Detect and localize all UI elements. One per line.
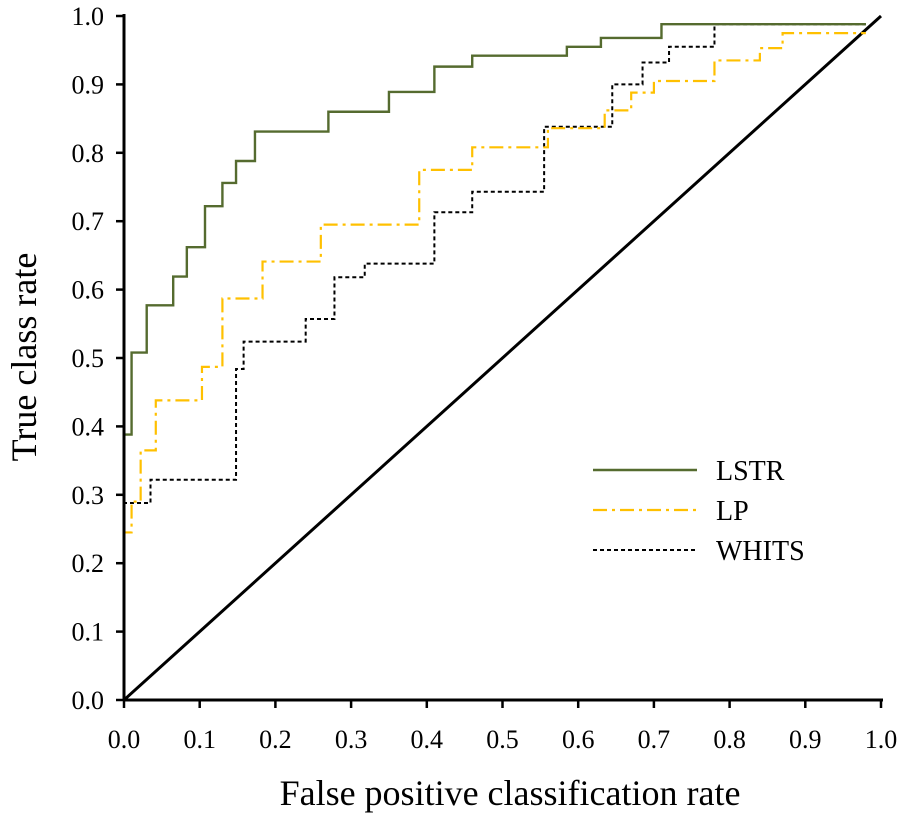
plot-area [122, 14, 883, 702]
chance-diagonal-line [122, 14, 883, 702]
y-tick-label: 0.3 [72, 481, 105, 510]
y-tick-label: 1.0 [72, 2, 105, 31]
y-tick-label: 0.5 [72, 344, 105, 373]
y-tick-label: 0.0 [72, 686, 105, 715]
ticks: 0.0 0.1 0.2 0.3 0.4 0.5 0.6 0.7 0.8 0.9 1.0 0.0 0.1 0… [72, 2, 898, 754]
y-tick-label: 0.7 [72, 207, 105, 236]
x-tick-label: 1.0 [865, 725, 898, 754]
legend-label-lp: LP [716, 496, 749, 527]
x-tick-label: 0.9 [789, 725, 822, 754]
y-tick-label: 0.6 [72, 276, 105, 305]
x-tick-label: 0.0 [108, 725, 141, 754]
x-axis-title: False positive classification rate [280, 773, 741, 813]
y-tick-label: 0.8 [72, 139, 105, 168]
x-tick-label: 0.8 [713, 725, 746, 754]
x-tick-label: 0.3 [335, 725, 368, 754]
x-tick-label: 0.1 [183, 725, 216, 754]
y-tick-label: 0.2 [72, 549, 105, 578]
series-line-lstr [122, 23, 866, 700]
series-line-lp [122, 31, 866, 700]
y-tick-label: 0.1 [72, 618, 105, 647]
x-tick-label: 0.5 [486, 725, 519, 754]
y-tick-label: 0.4 [72, 412, 105, 441]
legend-label-lstr: LSTR [716, 456, 785, 487]
x-tick-label: 0.2 [259, 725, 292, 754]
legend: LSTR LP WHITS [593, 456, 805, 567]
legend-label-whits: WHITS [716, 536, 805, 567]
x-tick-label: 0.7 [638, 725, 671, 754]
x-tick-label: 0.6 [562, 725, 595, 754]
series-line-whits [123, 23, 866, 700]
y-axis-title: True class rate [4, 253, 44, 462]
y-tick-label: 0.9 [72, 70, 105, 99]
x-tick-label: 0.4 [411, 725, 444, 754]
